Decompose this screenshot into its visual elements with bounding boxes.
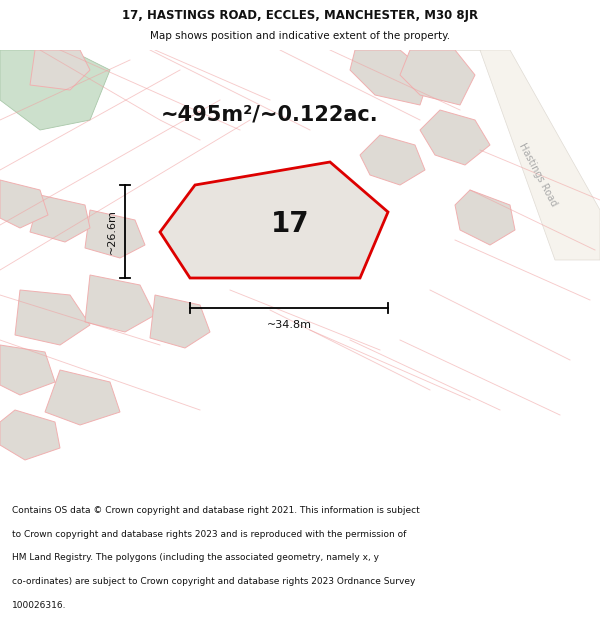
Text: ~34.8m: ~34.8m (266, 320, 311, 330)
Polygon shape (45, 370, 120, 425)
Polygon shape (272, 180, 348, 238)
Polygon shape (30, 195, 90, 242)
Text: ~26.6m: ~26.6m (107, 209, 117, 254)
Polygon shape (0, 50, 110, 130)
Polygon shape (85, 275, 155, 332)
Polygon shape (0, 345, 55, 395)
Polygon shape (15, 290, 90, 345)
Polygon shape (85, 210, 145, 258)
Polygon shape (0, 410, 60, 460)
Polygon shape (30, 50, 90, 90)
Text: 100026316.: 100026316. (12, 601, 67, 610)
Polygon shape (150, 295, 210, 348)
Polygon shape (400, 50, 475, 105)
Polygon shape (360, 135, 425, 185)
Polygon shape (195, 180, 268, 232)
Polygon shape (350, 50, 430, 105)
Text: Contains OS data © Crown copyright and database right 2021. This information is : Contains OS data © Crown copyright and d… (12, 506, 420, 515)
Text: co-ordinates) are subject to Crown copyright and database rights 2023 Ordnance S: co-ordinates) are subject to Crown copyr… (12, 577, 415, 586)
Text: 17, HASTINGS ROAD, ECCLES, MANCHESTER, M30 8JR: 17, HASTINGS ROAD, ECCLES, MANCHESTER, M… (122, 9, 478, 22)
Polygon shape (450, 50, 600, 260)
Text: 17: 17 (271, 211, 310, 239)
Text: HM Land Registry. The polygons (including the associated geometry, namely x, y: HM Land Registry. The polygons (includin… (12, 554, 379, 562)
Polygon shape (0, 180, 48, 228)
Text: ~495m²/~0.122ac.: ~495m²/~0.122ac. (161, 105, 379, 125)
Text: Hastings Road: Hastings Road (517, 142, 559, 208)
Polygon shape (420, 110, 490, 165)
Polygon shape (160, 162, 388, 278)
Polygon shape (455, 190, 515, 245)
Text: to Crown copyright and database rights 2023 and is reproduced with the permissio: to Crown copyright and database rights 2… (12, 530, 406, 539)
Text: Map shows position and indicative extent of the property.: Map shows position and indicative extent… (150, 31, 450, 41)
